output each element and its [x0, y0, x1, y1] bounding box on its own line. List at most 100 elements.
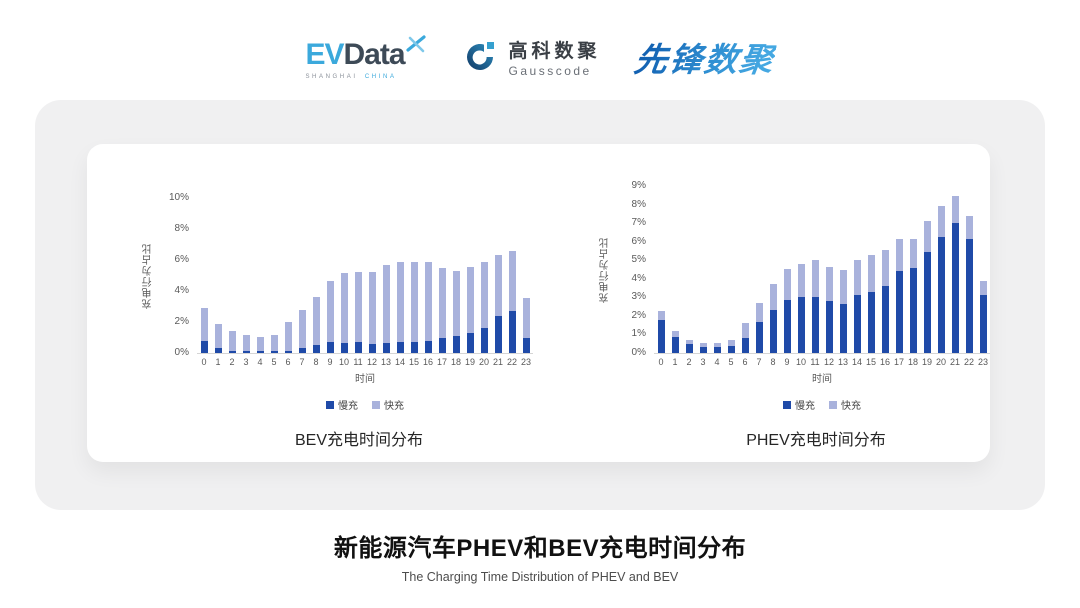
x-tick-label: 0 — [658, 357, 664, 367]
stacked-bar — [242, 335, 250, 353]
x-tick-label: 12 — [366, 357, 377, 367]
stacked-bar — [881, 250, 889, 353]
bar-segment-fast — [326, 280, 334, 343]
stacked-bar — [326, 280, 334, 353]
bar-segment-fast — [340, 273, 348, 343]
bar-slot — [654, 311, 668, 353]
bar-segment-slow — [923, 251, 931, 353]
bar-segment-slow — [522, 338, 530, 353]
bar-slot — [211, 323, 225, 353]
evdata-logo: EV Data SHANGHAI CHINA — [305, 34, 426, 80]
stacked-bar — [769, 284, 777, 353]
bar-segment-fast — [895, 238, 903, 272]
bar-segment-slow — [424, 340, 432, 353]
bar-segment-fast — [368, 272, 376, 344]
bar-segment-fast — [452, 270, 460, 336]
page-title: 新能源汽车PHEV和BEV充电时间分布 — [333, 535, 747, 562]
stacked-bar — [741, 323, 749, 353]
gausscode-icon — [466, 42, 494, 70]
bar-slot — [379, 264, 393, 353]
y-tick-label: 5% — [631, 254, 646, 266]
stacked-bar — [685, 340, 693, 353]
bar-slot — [668, 330, 682, 353]
x-tick-label: 19 — [464, 357, 475, 367]
x-tick-label: 2 — [686, 357, 692, 367]
bar-segment-fast — [312, 297, 320, 346]
stacked-bar — [671, 330, 679, 353]
x-tick-label: 13 — [837, 357, 848, 367]
bar-segment-slow — [452, 335, 460, 353]
bar-slot — [696, 342, 710, 353]
bar-slot — [309, 297, 323, 353]
bar-slot — [225, 330, 239, 353]
x-tick-label: 3 — [700, 357, 706, 367]
x-tick-label: 21 — [492, 357, 503, 367]
bar-segment-fast — [354, 271, 362, 343]
x-tick-label: 23 — [520, 357, 531, 367]
bar-segment-fast — [298, 309, 306, 348]
bar-segment-slow — [881, 286, 889, 353]
evdata-china-text: CHINA — [364, 74, 397, 80]
evdata-spark-icon — [405, 35, 426, 53]
y-tick-label: 7% — [631, 217, 646, 229]
stacked-bar — [214, 323, 222, 353]
bar-segment-slow — [797, 297, 805, 353]
bar-segment-slow — [340, 342, 348, 353]
bar-segment-fast — [671, 330, 679, 338]
bar-segment-slow — [965, 238, 973, 353]
bar-slot — [281, 322, 295, 353]
bar-slot — [393, 262, 407, 353]
x-tick-label: 22 — [963, 357, 974, 367]
bar-segment-slow — [396, 342, 404, 353]
x-tick-label: 7 — [756, 357, 762, 367]
bar-segment-slow — [811, 297, 819, 353]
bar-slot — [878, 250, 892, 353]
bar-segment-fast — [396, 262, 404, 343]
x-tick-label: 15 — [865, 357, 876, 367]
gausscode-cn-text: 高科数聚 — [508, 41, 601, 62]
x-tick-label: 4 — [257, 357, 263, 367]
bar-segment-fast — [685, 340, 693, 344]
legend-item: 慢充 — [783, 397, 815, 412]
bar-slot — [351, 271, 365, 353]
stacked-bar — [783, 268, 791, 353]
x-tick-label: 20 — [935, 357, 946, 367]
bar-slot — [920, 221, 934, 353]
bar-segment-fast — [853, 260, 861, 296]
stacked-bar — [284, 322, 292, 353]
bar-segment-slow — [270, 351, 278, 353]
stacked-bar — [657, 311, 665, 353]
y-tick-label: 8% — [174, 223, 189, 234]
bar-segment-slow — [937, 237, 945, 353]
x-tick-label: 7 — [299, 357, 305, 367]
bar-segment-fast — [508, 251, 516, 312]
bar-segment-fast — [438, 267, 446, 338]
x-tick-label: 3 — [243, 357, 249, 367]
bar-segment-fast — [284, 322, 292, 351]
bar-segment-fast — [657, 311, 665, 320]
bar-slot — [962, 215, 976, 353]
stacked-bar — [354, 271, 362, 353]
bar-slot — [738, 323, 752, 353]
bar-segment-fast — [256, 336, 264, 352]
bar-slot — [808, 260, 822, 353]
bar-segment-slow — [671, 337, 679, 353]
evdata-wordmark: EV Data — [305, 34, 426, 72]
bar-segment-slow — [867, 291, 875, 353]
bev-legend: 慢充 快充 — [197, 397, 533, 412]
stacked-bar — [522, 297, 530, 353]
bar-segment-slow — [312, 345, 320, 353]
bev-bars — [197, 199, 533, 353]
y-tick-label: 6% — [174, 254, 189, 265]
legend-label: 快充 — [384, 401, 404, 412]
bar-slot — [906, 238, 920, 353]
bar-segment-slow — [839, 303, 847, 353]
bev-x-labels: 0 1 2 3 4 5 6 7 8 9 10 11 12 13 14 15 16 17 18 19 20 21 22 23 — [197, 357, 533, 367]
bev-caption: BEV充电时间分布 — [294, 432, 424, 449]
bar-slot — [724, 340, 738, 353]
bar-segment-slow — [438, 337, 446, 353]
x-tick-label: 11 — [353, 357, 363, 367]
bev-chart: 充电行为占比 0% 2% 4% 6% 8% 10% 0 1 2 3 4 5 6 7 8 9 10 11 12 13 1… — [139, 182, 534, 462]
bar-segment-slow — [755, 322, 763, 353]
bar-segment-slow — [200, 341, 208, 353]
